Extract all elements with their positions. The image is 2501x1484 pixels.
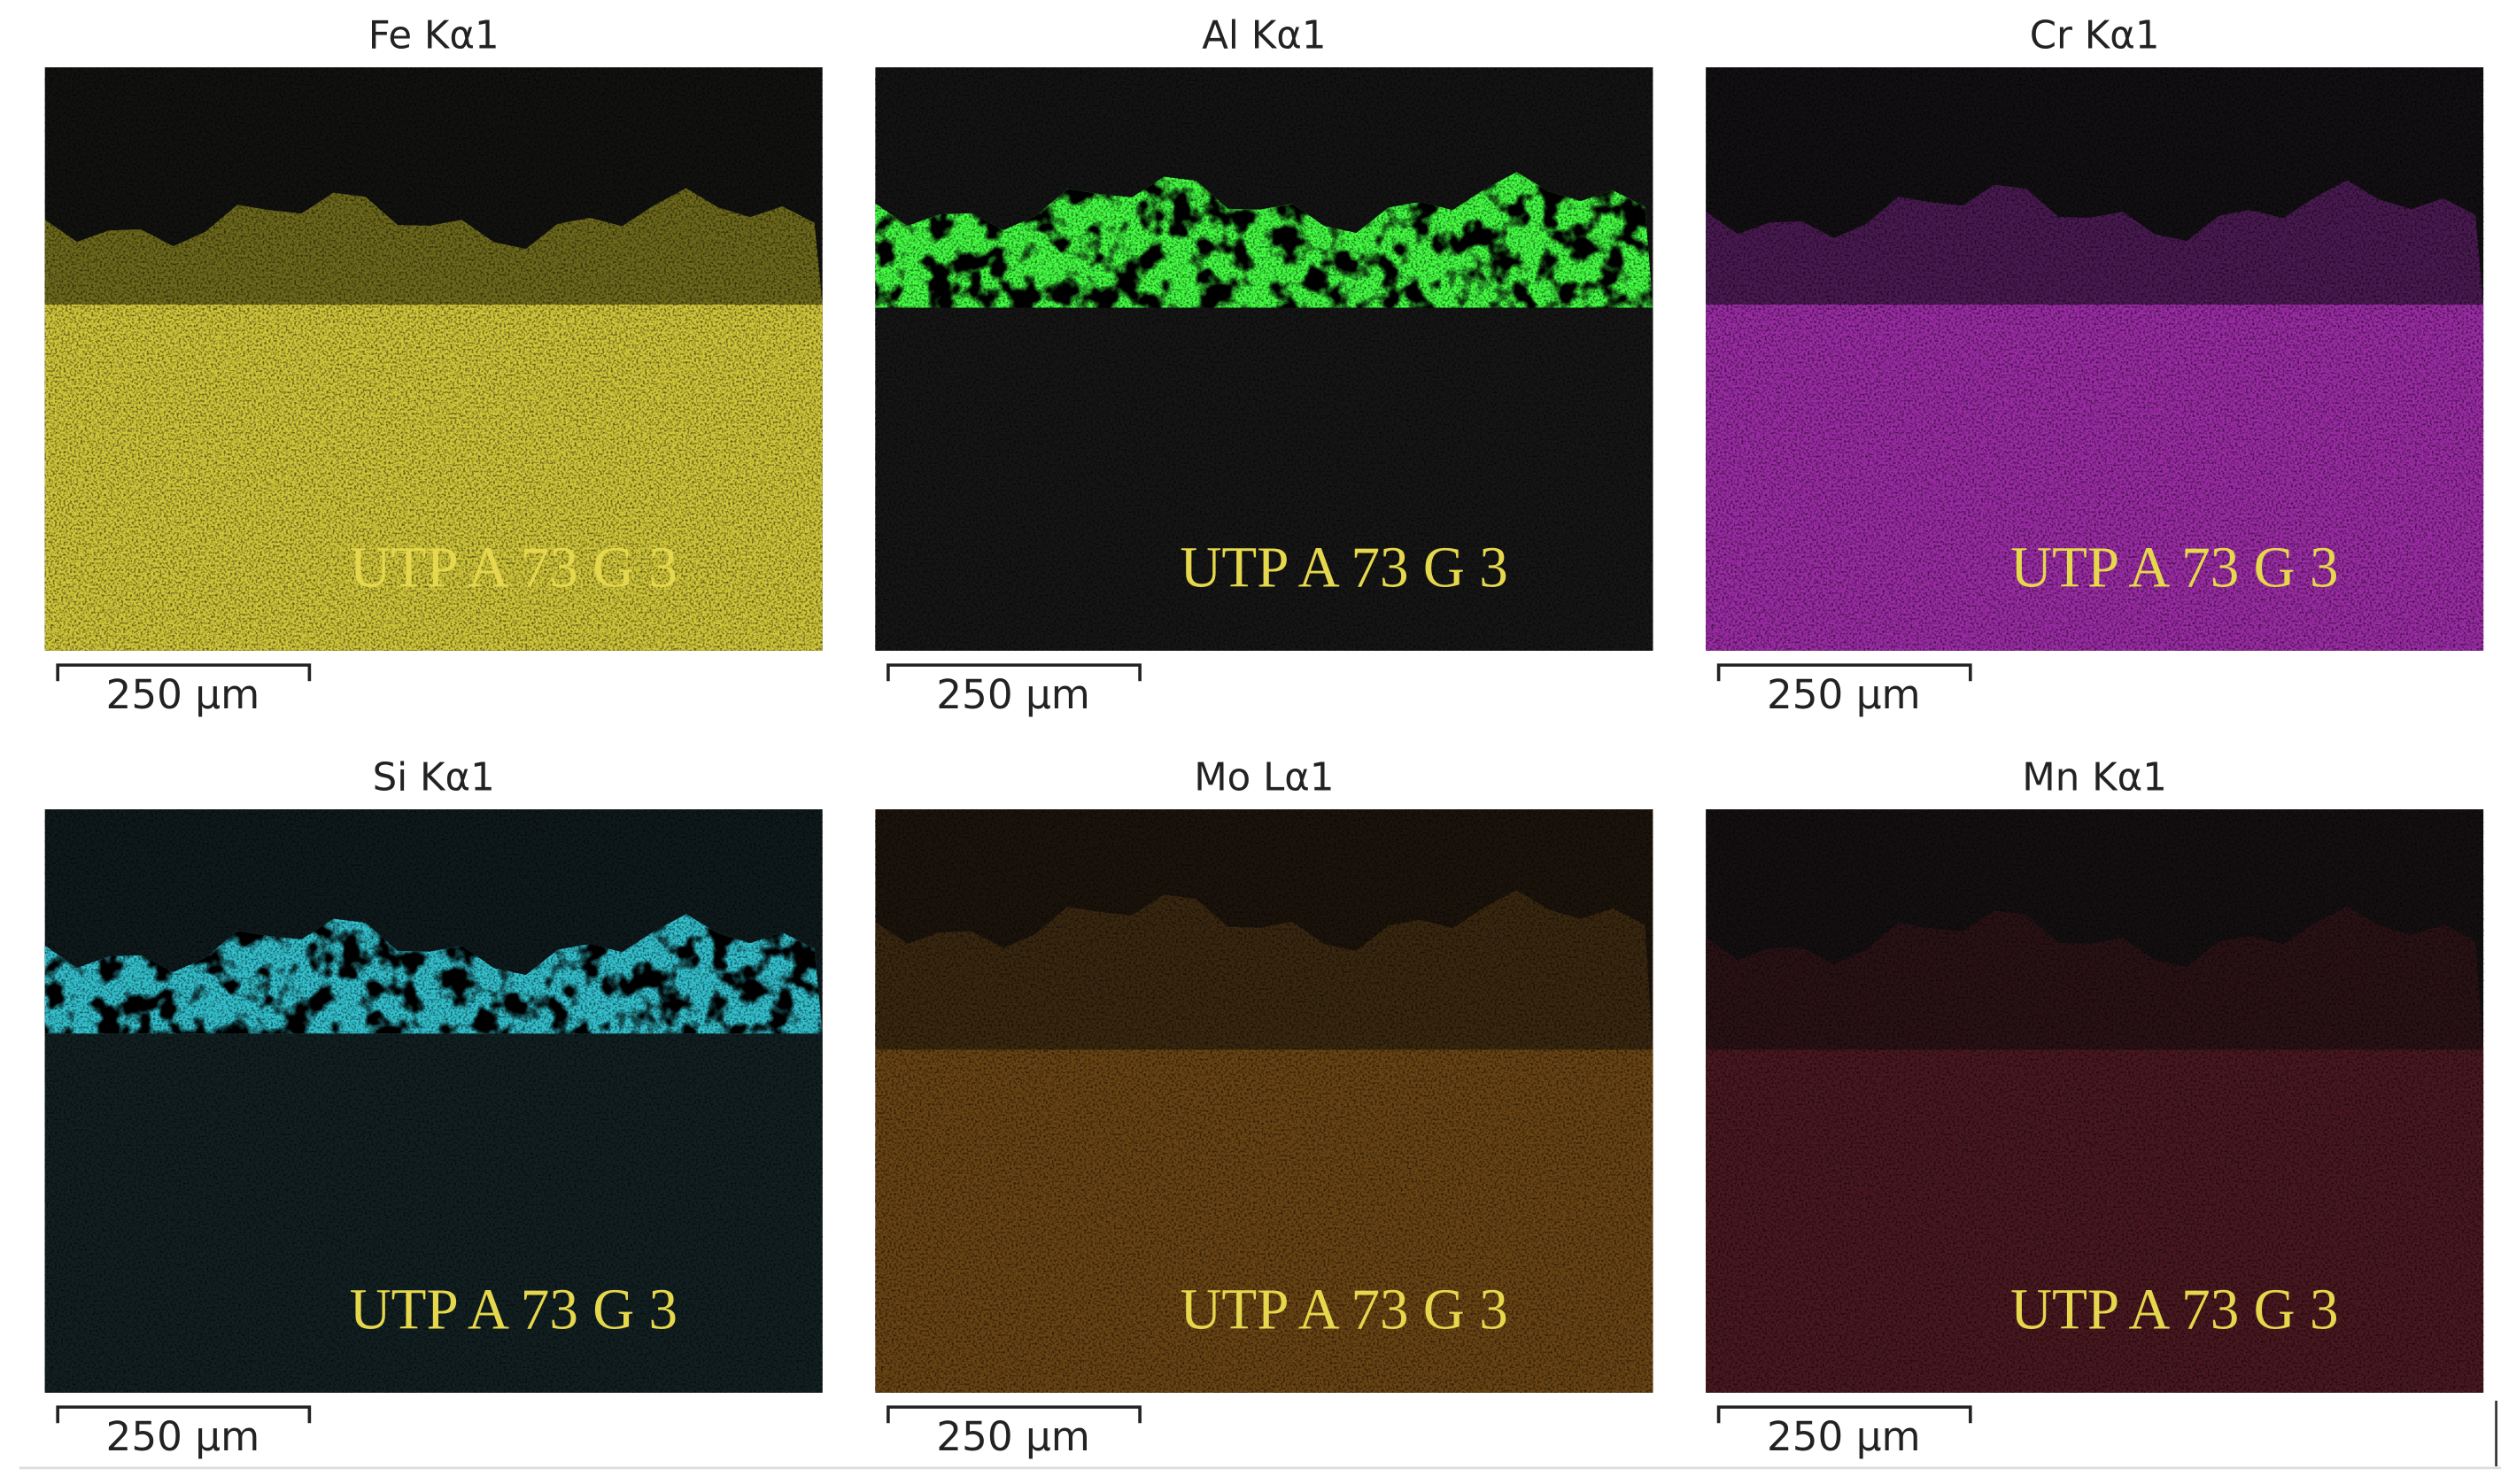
scale-label: 250 µm — [106, 1413, 260, 1460]
scale-label: 250 µm — [936, 1413, 1090, 1460]
overlay-label: UTP A 73 G 3 — [2010, 1278, 2339, 1341]
eds-map — [1706, 809, 2484, 1393]
grain — [875, 809, 1653, 1393]
overlay-label: UTP A 73 G 3 — [1180, 1278, 1508, 1341]
eds-map — [875, 809, 1653, 1393]
panel-title: Mo Lα1 — [1194, 755, 1334, 800]
grain — [1706, 809, 2484, 1393]
panel: Cr Kα1 UTP A 73 G 3 250 µm — [1706, 13, 2484, 718]
panel-title: Cr Kα1 — [2030, 13, 2160, 58]
grain — [44, 67, 823, 651]
eds-map — [44, 67, 823, 651]
eds-map — [875, 67, 1653, 651]
panel: Mn Kα1 UTP A 73 G 3 250 µm — [1706, 755, 2484, 1460]
grain — [44, 809, 823, 1393]
scale-bar — [1716, 663, 1972, 682]
panel-title: Al Kα1 — [1202, 13, 1326, 58]
panel-title: Fe Kα1 — [368, 13, 499, 58]
panel: Fe Kα1 UTP A 73 G 3 250 µm — [44, 13, 823, 718]
eds-map — [44, 809, 823, 1393]
overlay-label: UTP A 73 G 3 — [350, 1278, 678, 1341]
panel: Al Kα1 UTP A 73 G 3 250 µm — [875, 13, 1653, 718]
scale-label: 250 µm — [106, 671, 260, 718]
overlay-label: UTP A 73 G 3 — [2010, 536, 2339, 599]
scale-bar — [887, 663, 1142, 682]
scale-bar — [56, 663, 312, 682]
panel-title: Si Kα1 — [373, 755, 495, 800]
eds-map — [1706, 67, 2484, 651]
scale-label: 250 µm — [1767, 671, 1921, 718]
scale-bar — [56, 1405, 312, 1424]
panel: Si Kα1 UTP A 73 G 3 250 µm — [44, 755, 823, 1460]
scale-label: 250 µm — [936, 671, 1090, 718]
panel: Mo Lα1 UTP A 73 G 3 250 µm — [875, 755, 1653, 1460]
grain — [875, 67, 1653, 651]
grain — [1706, 67, 2484, 651]
panel-title: Mn Kα1 — [2022, 755, 2167, 800]
scale-bar — [887, 1405, 1142, 1424]
scale-bar — [1716, 1405, 1972, 1424]
scale-label: 250 µm — [1767, 1413, 1921, 1460]
overlay-label: UTP A 73 G 3 — [1180, 536, 1508, 599]
overlay-label: UTP A 73 G 3 — [350, 536, 678, 599]
